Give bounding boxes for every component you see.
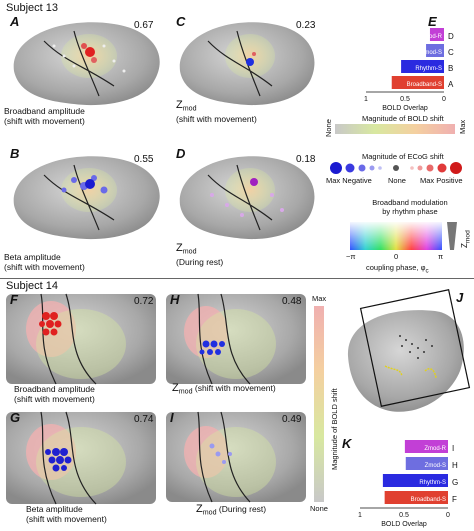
brain-panel-h [166,293,306,385]
correlation-f: 0.72 [134,296,154,307]
bar-label-d: Zmod-R [420,34,442,40]
correlation-d: 0.18 [296,154,316,165]
brain-panel-a [13,22,160,106]
phase-colormap [350,222,442,250]
x-axis-label: BOLD Overlap [382,105,428,112]
brain-panel-c [179,22,315,106]
phase-tick-pi: π [438,252,444,261]
brain-panel-g [6,411,156,505]
tick-label: 0.5 [399,512,409,519]
vlegend-max: Max [312,294,327,303]
caption-i: Zmod (During rest) [196,503,267,517]
phase-tick-zero: 0 [394,252,399,261]
bar-d [429,28,444,41]
vlegend-bar [314,306,324,502]
panel-letter-g: G [10,410,21,425]
caption-a: Broadband amplitude (shift with movement) [4,106,85,126]
caption-b: Beta amplitude (shift with movement) [4,252,85,272]
zmod-wedge-icon [447,222,457,250]
brain-panel-f [6,293,156,385]
tick-label: 1 [364,96,368,103]
panel-letter-b: B [10,146,20,161]
vlegend-title: Magnitude of BOLD shift [330,388,339,470]
panel-letter-d: D [176,146,186,161]
x-axis-label: BOLD Overlap [381,521,427,528]
panel-letter-h: H [170,292,180,307]
bar-h [405,457,448,470]
bar-chart-k: Zmod-R I Zmod-S H Rhythm-S G Broadband-S F 1 0.5 0… [358,440,458,528]
bold-legend-none: None [324,119,333,137]
phase-legend-title: Broadband modulation by rhythm phase [372,198,448,216]
panel-letter-c: C [176,14,186,29]
bar-b [401,60,444,73]
correlation-h: 0.48 [282,296,302,307]
bar-label-f: Broadband-S [411,497,446,503]
bar-tag-h: H [452,461,458,470]
bold-legend-bar [335,124,455,134]
ecog-legend-pos: Max Positive [420,176,463,185]
tick-label: 0.5 [400,96,410,103]
correlation-a: 0.67 [134,20,154,31]
bar-label-b: Rhythm-S [415,66,442,72]
correlation-i: 0.49 [282,414,302,425]
bar-f [384,491,448,504]
brain-panel-b [13,156,160,240]
bar-chart-e: Zmod-R D Zmod-S C Rhythm-S B Broadband-S A 1 0.5 0… [364,28,454,112]
correlation-b: 0.55 [134,154,154,165]
brain-panel-i [166,411,306,503]
ecog-legend-none: None [388,176,406,185]
bold-legend-title: Magnitude of BOLD shift [362,114,444,123]
bar-tag-d: D [448,32,454,41]
phase-xlabel: coupling phase, φc [366,263,429,275]
caption-f: Broadband amplitude (shift with movement) [14,384,95,404]
panel-letter-j: J [456,290,464,305]
zmod-axis-label: Zmod [460,230,472,248]
tick-label: 1 [358,512,362,519]
ecog-legend-title: Magnitude of ECoG shift [362,152,444,161]
bar-label-g: Rhythm-S [419,480,446,486]
bar-label-i: Zmod-R [424,446,446,452]
bold-legend-max: Max [458,119,467,134]
section-divider [0,278,474,279]
bar-i [404,440,448,453]
panel-letter-i: I [170,410,174,425]
bar-tag-g: G [452,478,458,487]
correlation-g: 0.74 [134,414,154,425]
bar-label-c: Zmod-S [421,50,442,56]
caption-g: Beta amplitude (shift with movement) [26,504,107,524]
panel-letter-e: E [428,14,437,29]
bar-c [426,44,444,57]
ecog-legend-dots [330,162,462,174]
panel-letter-a: A [10,14,20,29]
brain-overview-j [347,289,471,412]
bar-label-h: Zmod-S [425,463,446,469]
bar-label-a: Broadband-S [407,82,442,88]
bar-tag-c: C [448,48,454,57]
tick-label: 0 [442,96,446,103]
caption-d: Zmod (During rest) [176,242,224,267]
panel-letter-k: K [342,436,352,451]
tick-label: 0 [446,512,450,519]
bar-tag-i: I [452,444,454,453]
brain-panel-d [179,156,315,240]
phase-tick-neg-pi: −π [346,252,356,261]
correlation-c: 0.23 [296,20,316,31]
caption-c: Zmod (shift with movement) [176,99,257,124]
bar-a [391,76,444,89]
vlegend-min: None [310,504,328,513]
ecog-legend-neg: Max Negative [326,176,372,185]
bar-tag-a: A [448,80,454,89]
subject14-title: Subject 14 [6,280,58,292]
bar-tag-f: F [452,495,457,504]
panel-letter-f: F [10,292,18,307]
bar-g [382,474,448,487]
caption-h: Zmod (shift with movement) [172,382,276,396]
bar-tag-b: B [448,64,453,73]
subject13-title: Subject 13 [6,2,58,14]
